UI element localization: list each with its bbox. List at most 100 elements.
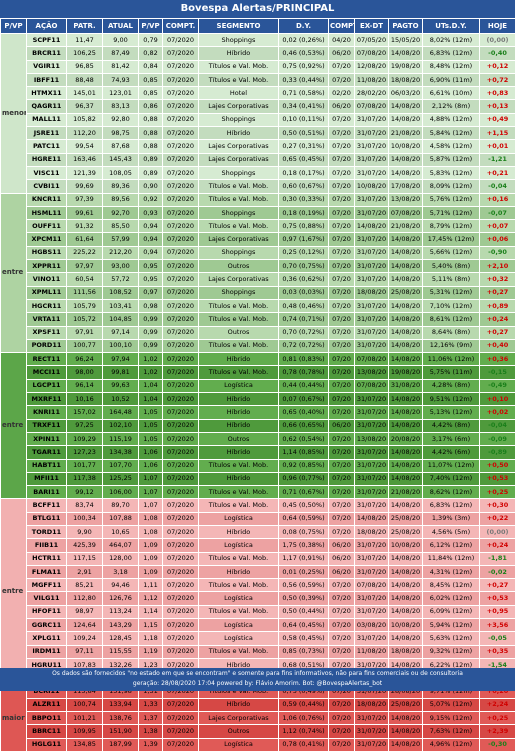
price-cell: 115,19 xyxy=(103,432,139,445)
dy-comp-cell: 07/20 xyxy=(329,339,355,352)
comp-cell: 07/2020 xyxy=(163,180,199,193)
pvp-cell: 1,08 xyxy=(139,512,163,525)
yield-cell: 5,63% (12m) xyxy=(423,632,480,645)
table-row[interactable]: entre 0.90 e 1.00KNCR1197,3989,560,9207/… xyxy=(1,193,515,206)
segment-cell: Logística xyxy=(199,592,279,605)
dy-comp-cell: 07/20 xyxy=(329,432,355,445)
dy-cell: 0,36 (0,62%) xyxy=(279,273,329,286)
table-row[interactable]: entre 1.07 e 1.30BCFF1183,7489,701,0707/… xyxy=(1,499,515,512)
yield-cell: 4,31% (12m) xyxy=(423,565,480,578)
price-cell: 103,41 xyxy=(103,299,139,312)
comp-cell: 07/2020 xyxy=(163,552,199,565)
footer-disclaimer: Os dados são fornecidos "no estado em qu… xyxy=(0,669,515,679)
comp-cell: 07/2020 xyxy=(163,47,199,60)
segment-cell: Logística xyxy=(199,619,279,632)
dy-cell: 0,48 (0,46%) xyxy=(279,299,329,312)
patrimony-cell: 105,82 xyxy=(67,113,103,126)
yield-cell: 4,96% (12m) xyxy=(423,738,480,751)
patrimony-cell: 111,56 xyxy=(67,286,103,299)
yield-cell: 7,63% (12m) xyxy=(423,725,480,738)
patrimony-cell: 91,32 xyxy=(67,220,103,233)
table-row[interactable]: entre 1.00 e 1.07RECT1196,2497,941,0207/… xyxy=(1,353,515,366)
table-row[interactable]: menor 0.90SCPF1111,479,000,7907/2020Shop… xyxy=(1,34,515,47)
patrimony-cell: 100,77 xyxy=(67,339,103,352)
today-change-cell: +0,83 xyxy=(480,87,515,100)
price-cell: 57,72 xyxy=(103,273,139,286)
segment-cell: Híbrido xyxy=(199,419,279,432)
segment-cell: Hotel xyxy=(199,87,279,100)
comp-cell: 07/2020 xyxy=(163,525,199,538)
pvp-cell: 0,79 xyxy=(139,34,163,47)
dy-cell: 0,07 (0,67%) xyxy=(279,393,329,406)
pay-date-cell: 21/08/20 xyxy=(389,220,423,233)
dy-cell: 0,96 (0,77%) xyxy=(279,472,329,485)
dy-comp-cell: 07/20 xyxy=(329,512,355,525)
patrimony-cell: 425,39 xyxy=(67,539,103,552)
dy-cell: 0,81 (0,83%) xyxy=(279,353,329,366)
comp-cell: 07/2020 xyxy=(163,193,199,206)
ex-date-cell: 31/07/20 xyxy=(355,339,389,352)
comp-cell: 07/2020 xyxy=(163,698,199,711)
pay-date-cell: 14/08/20 xyxy=(389,592,423,605)
ex-date-cell: 31/07/20 xyxy=(355,406,389,419)
pvp-range-label: maior 1.30 xyxy=(1,685,27,751)
ex-date-cell: 31/07/20 xyxy=(355,260,389,273)
patrimony-cell: 97,91 xyxy=(67,326,103,339)
dy-cell: 0,78 (0,78%) xyxy=(279,366,329,379)
patrimony-cell: 109,95 xyxy=(67,725,103,738)
pay-date-cell: 14/08/20 xyxy=(389,446,423,459)
pay-date-cell: 14/08/20 xyxy=(389,459,423,472)
today-change-cell: +2,10 xyxy=(480,260,515,273)
pvp-cell: 0,92 xyxy=(139,193,163,206)
price-cell: 212,20 xyxy=(103,246,139,259)
ticker-cell: IRDM11 xyxy=(27,645,67,658)
